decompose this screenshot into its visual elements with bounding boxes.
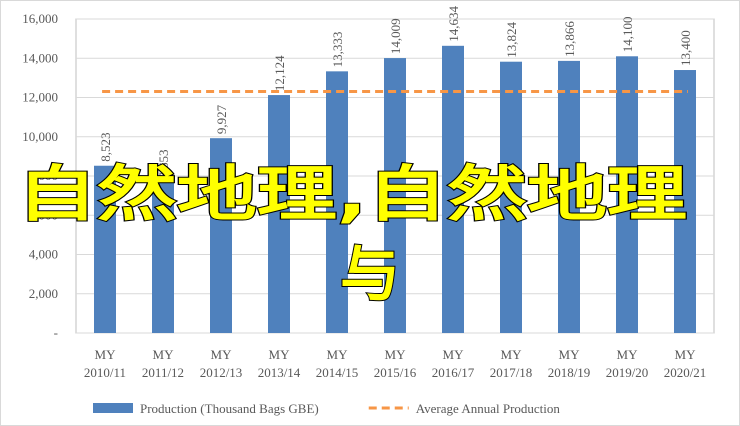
value-label: 14,634 (446, 6, 461, 42)
y-tick-label: 10,000 (22, 129, 58, 144)
x-tick-label: MY 2014/15 (316, 347, 359, 380)
x-tick-label-line: MY (269, 347, 291, 362)
value-label: 14,100 (620, 17, 635, 53)
x-tick-label-line: 2018/19 (548, 365, 591, 380)
x-tick-label: MY 2019/20 (606, 347, 649, 380)
x-tick-label: MY 2013/14 (258, 347, 301, 380)
value-label: 13,824 (504, 21, 519, 57)
x-tick-label: MY 2018/19 (548, 347, 591, 380)
x-tick-label-line: 2019/20 (606, 365, 649, 380)
bar (500, 61, 522, 333)
value-label: 12,124 (272, 55, 287, 91)
x-tick-label: MY 2015/16 (374, 347, 417, 380)
x-tick-label-line: MY (153, 347, 175, 362)
overlay-text: 自然地理,自然地理 (17, 160, 687, 230)
x-tick-label-line: 2013/14 (258, 365, 301, 380)
value-label: 13,333 (330, 32, 345, 68)
bar (442, 45, 464, 334)
x-tick-label-line: 2012/13 (200, 365, 243, 380)
x-tick-label-line: MY (95, 347, 117, 362)
value-label: 8,523 (98, 132, 113, 161)
x-tick-label-line: MY (327, 347, 349, 362)
x-tick-label-line: MY (559, 347, 581, 362)
x-tick-label-line: 2017/18 (490, 365, 533, 380)
legend-label: Average Annual Production (416, 401, 561, 416)
value-label: 7,653 (156, 150, 171, 179)
x-tick-label-line: 2011/12 (142, 365, 184, 380)
x-tick-label-line: 2020/21 (664, 365, 707, 380)
x-tick-label-line: MY (443, 347, 465, 362)
x-tick-label-line: MY (385, 347, 407, 362)
bar (210, 138, 232, 333)
bar (616, 56, 638, 333)
x-tick-label: MY 2010/11 (84, 347, 126, 380)
bar (384, 58, 406, 334)
x-tick-label-line: 2010/11 (84, 365, 126, 380)
x-tick-label: MY 2016/17 (432, 347, 475, 380)
y-tick-label: 4,000 (29, 247, 58, 262)
x-tick-label: MY 2020/21 (664, 347, 707, 380)
y-tick-label: - (54, 325, 58, 340)
y-tick-label: 8,000 (29, 168, 58, 183)
x-tick-label-line: 2014/15 (316, 365, 359, 380)
x-tick-label-line: 2015/16 (374, 365, 417, 380)
y-tick-label: 16,000 (22, 11, 58, 26)
x-tick-label: MY 2012/13 (200, 347, 243, 380)
x-tick-label: MY 2017/18 (490, 347, 533, 380)
bar (152, 182, 174, 333)
x-tick-label-line: MY (501, 347, 523, 362)
value-label: 13,400 (678, 30, 693, 66)
x-tick-label-line: MY (211, 347, 233, 362)
overlay-text: 与 (340, 240, 400, 310)
x-tick-label-line: 2016/17 (432, 365, 475, 380)
legend-swatch (93, 403, 133, 413)
value-label: 13,866 (562, 21, 577, 57)
value-label: 14,009 (388, 18, 403, 54)
bar (558, 60, 580, 333)
bar (268, 95, 290, 333)
legend-label: Production (Thousand Bags GBE) (140, 401, 319, 416)
x-tick-label-line: MY (675, 347, 697, 362)
value-label: 9,927 (214, 104, 229, 134)
y-tick-label: 12,000 (22, 90, 58, 105)
bar (674, 70, 696, 334)
y-tick-label: 14,000 (22, 50, 58, 65)
y-tick-label: 6,000 (29, 207, 58, 222)
y-tick-label: 2,000 (29, 286, 58, 301)
bar (94, 165, 116, 333)
bar (326, 71, 348, 333)
x-tick-label: MY 2011/12 (142, 347, 184, 380)
x-tick-label-line: MY (617, 347, 639, 362)
